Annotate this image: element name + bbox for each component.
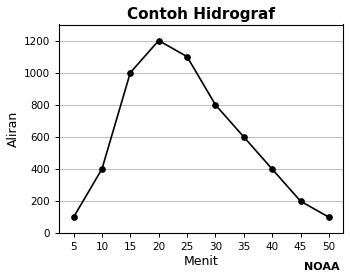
Title: Contoh Hidrograf: Contoh Hidrograf (127, 7, 275, 22)
X-axis label: Menit: Menit (184, 255, 219, 268)
Y-axis label: Aliran: Aliran (7, 111, 20, 147)
Text: NOAA: NOAA (304, 262, 340, 272)
